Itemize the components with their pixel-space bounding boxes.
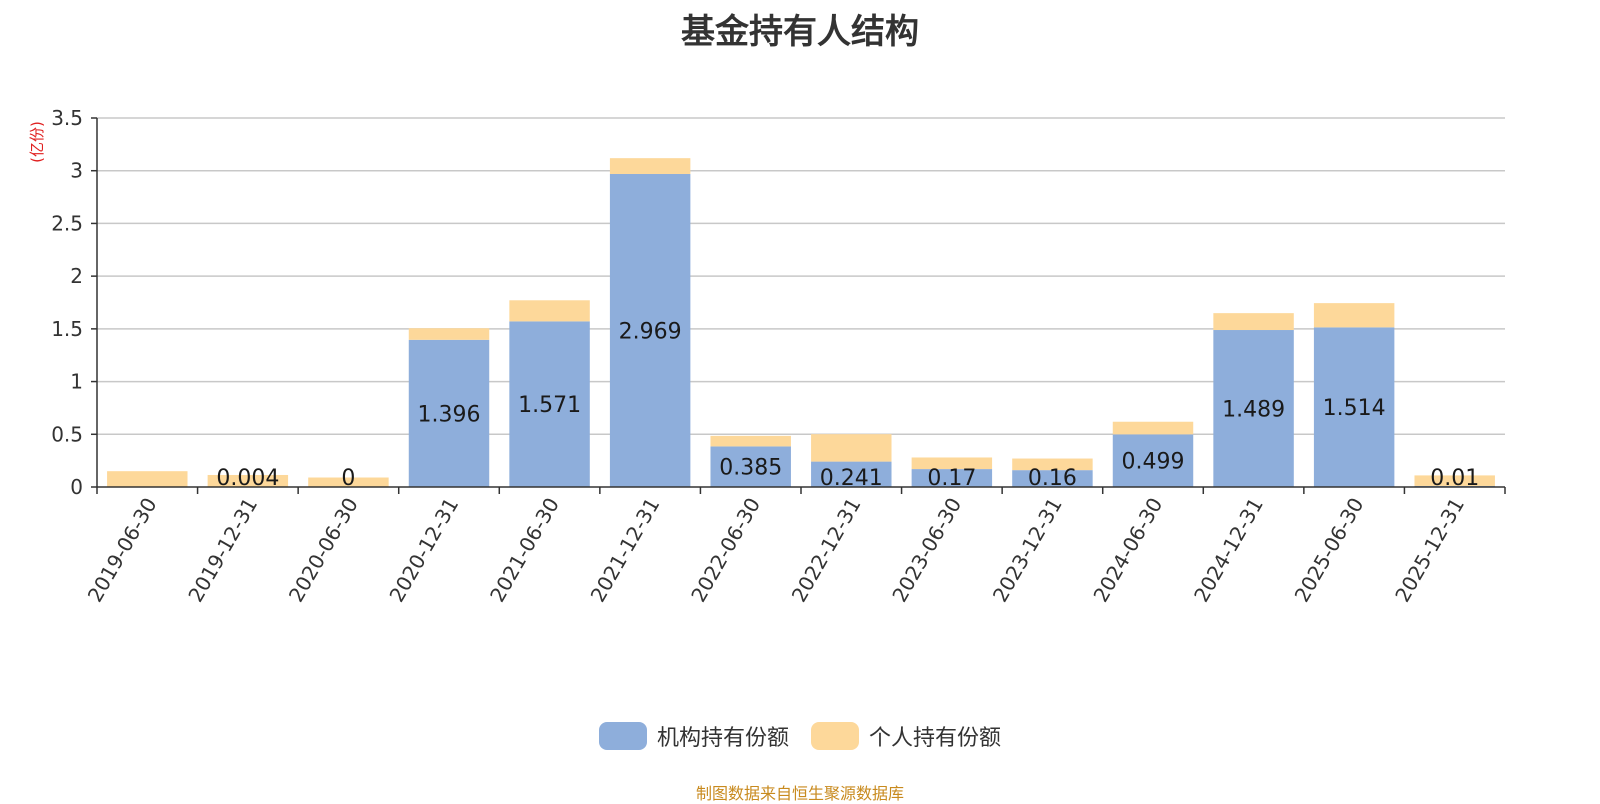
xtick-label: 2024-06-30 (1088, 494, 1167, 607)
xtick-label: 2019-12-31 (183, 494, 262, 607)
legend-item-individual[interactable]: 个人持有份额 (811, 720, 1001, 752)
data-label: 0.499 (1122, 450, 1185, 475)
xtick-label: 2021-06-30 (485, 494, 564, 607)
ytick-label: 2.5 (51, 211, 83, 235)
ytick-label: 0.5 (51, 422, 83, 446)
legend-item-institutional[interactable]: 机构持有份额 (599, 720, 789, 752)
xtick-label: 2023-06-30 (887, 494, 966, 607)
data-label: 1.396 (418, 402, 481, 427)
ytick-label: 1 (70, 370, 83, 394)
ytick-label: 3.5 (51, 106, 83, 130)
xtick-label: 2022-06-30 (686, 494, 765, 607)
ytick-label: 2 (70, 264, 83, 288)
xtick-label: 2023-12-31 (988, 494, 1067, 607)
bar-individual (409, 328, 489, 340)
xtick-label: 2022-12-31 (787, 494, 866, 607)
bar-individual (610, 158, 690, 174)
xtick-label: 2020-06-30 (284, 494, 363, 607)
legend-label-individual: 个人持有份额 (869, 720, 1001, 752)
xtick-label: 2021-12-31 (586, 494, 665, 607)
data-label: 1.489 (1222, 398, 1285, 423)
bar-individual (811, 434, 891, 461)
legend: 机构持有份额 个人持有份额 (0, 720, 1600, 752)
xtick-label: 2020-12-31 (384, 494, 463, 607)
data-label: 0.385 (719, 456, 782, 481)
legend-swatch-institutional (599, 722, 647, 750)
data-label: 2.969 (619, 319, 682, 344)
bar-individual (710, 436, 790, 447)
ytick-label: 1.5 (51, 317, 83, 341)
bar-individual (1314, 303, 1394, 327)
source-note: 制图数据来自恒生聚源数据库 (0, 780, 1600, 804)
legend-label-institutional: 机构持有份额 (657, 720, 789, 752)
data-label: 1.514 (1323, 396, 1386, 421)
legend-swatch-individual (811, 722, 859, 750)
xtick-label: 2025-12-31 (1390, 494, 1469, 607)
data-label: 1.571 (518, 393, 581, 418)
bar-individual (107, 471, 187, 487)
xtick-label: 2024-12-31 (1189, 494, 1268, 607)
y-axis-unit: (亿份) (28, 121, 46, 163)
ytick-label: 3 (70, 159, 83, 183)
xtick-label: 2019-06-30 (83, 494, 162, 607)
bar-individual (1213, 313, 1293, 330)
bar-individual (1113, 422, 1193, 435)
bar-individual (509, 300, 589, 321)
ytick-label: 0 (70, 475, 83, 499)
xtick-label: 2025-06-30 (1290, 494, 1369, 607)
